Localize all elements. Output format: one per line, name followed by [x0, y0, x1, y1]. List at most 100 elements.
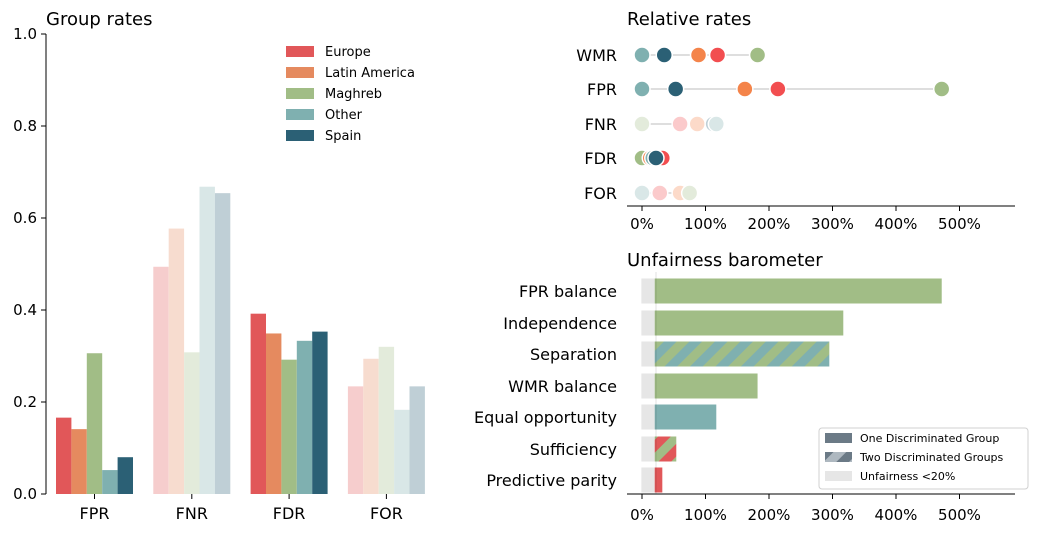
dot-for-maghreb: [680, 184, 699, 202]
barometer-bar-equal-opportunity: [654, 404, 717, 430]
row-label-fpr: FPR: [587, 80, 617, 99]
legend-swatch-latin-america: [286, 67, 314, 78]
x-tick-label: 400%: [875, 215, 918, 233]
dot-wmr-latin-america: [689, 46, 708, 64]
dot-fpr-other: [633, 80, 651, 98]
group-rates-y-axis: 0.0 0.2 0.4 0.6 0.8 1.0: [13, 25, 47, 503]
x-tick-label: 100%: [684, 215, 727, 233]
bar-fnr-europe: [153, 266, 169, 494]
legend-swatch-spain: [286, 130, 314, 141]
barometer-bar-fpr-balance: [654, 278, 942, 304]
dot-fpr-spain: [666, 80, 685, 98]
bar-for-latin-america: [363, 358, 379, 494]
legend-swatch-other: [286, 109, 314, 120]
x-tick-label-for: FOR: [370, 504, 403, 523]
barometer-label-independence: Independence: [503, 314, 617, 333]
barometer-row-separation: Separation: [530, 341, 830, 367]
unfair-threshold-zone: [641, 341, 655, 367]
legend-label-two: Two Discriminated Groups: [859, 451, 1004, 464]
bar-for-europe: [347, 386, 364, 494]
barometer-row-independence: Independence: [503, 310, 844, 336]
relative-rates-x-axis: 0% 100% 200% 300% 400% 500%: [627, 205, 1015, 233]
unfair-threshold-zone: [641, 310, 655, 336]
bar-fdr-latin-america: [266, 333, 282, 494]
bar-fnr-latin-america: [168, 228, 185, 494]
unfair-threshold-zone: [641, 373, 655, 399]
row-label-fnr: FNR: [585, 115, 617, 134]
barometer-bar-independence: [654, 310, 844, 336]
bar-for-other: [394, 409, 410, 494]
group-rates-legend: Europe Latin America Maghreb Other Spain: [286, 45, 415, 144]
dot-fpr-europe: [769, 80, 787, 98]
barometer-label-fpr-balance: FPR balance: [519, 282, 617, 301]
dot-wmr-other: [633, 46, 651, 64]
bar-fnr-other: [199, 186, 215, 494]
legend-label-one: One Discriminated Group: [860, 432, 999, 445]
legend-swatch-two: [825, 452, 852, 462]
row-fpr: FPR: [587, 80, 951, 99]
unfairness-barometer-x-axis: 0% 100% 200% 300% 400% 500%: [627, 493, 1015, 524]
bar-fpr-maghreb: [86, 353, 103, 494]
bar-for-spain: [409, 386, 425, 494]
dot-fnr-europe: [671, 115, 689, 133]
x-tick-label-fnr: FNR: [176, 504, 208, 523]
dot-wmr-maghreb: [748, 46, 767, 64]
x-tick-label: 0%: [630, 506, 654, 524]
unfairness-barometer-title: Unfairness barometer: [627, 250, 823, 271]
group-rates-panel: Group rates 0.0 0.2 0.4 0.6 0.8 1.0 FPR FNR FDR…: [13, 9, 425, 523]
legend-label-maghreb: Maghreb: [325, 87, 382, 102]
barometer-row-wmr-balance: WMR balance: [508, 373, 758, 399]
row-label-fdr: FDR: [584, 149, 617, 168]
bar-fpr-latin-america: [71, 429, 87, 494]
row-label-wmr: WMR: [576, 46, 617, 65]
bar-fdr-other: [296, 340, 313, 494]
barometer-label-predictive-parity: Predictive parity: [486, 471, 617, 490]
x-tick-label: 0%: [630, 215, 654, 233]
legend-swatch-maghreb: [286, 88, 314, 99]
legend-swatch-one: [825, 433, 852, 443]
barometer-bar-wmr-balance: [654, 373, 758, 399]
barometer-row-sufficiency: Sufficiency: [530, 436, 677, 462]
bar-fpr-europe: [56, 417, 72, 494]
legend-frame: [818, 427, 1029, 490]
y-tick-label: 0.4: [13, 301, 37, 319]
legend-label-latin-america: Latin America: [325, 66, 415, 81]
barometer-bar-sufficiency: [654, 436, 677, 462]
x-tick-label: 500%: [938, 215, 981, 233]
y-tick-label: 0.6: [13, 209, 37, 227]
relative-rates-rows: WMR FPR FNR FDR FOR: [576, 46, 951, 203]
bar-fdr-europe: [250, 313, 266, 494]
dot-for-other: [633, 184, 651, 202]
bar-fnr-spain: [214, 193, 231, 494]
dot-wmr-europe: [708, 46, 727, 64]
legend-label-other: Other: [325, 108, 363, 123]
row-fnr: FNR: [585, 115, 726, 134]
unfair-threshold-zone: [641, 436, 655, 462]
x-tick-label: 200%: [748, 506, 791, 524]
barometer-row-equal-opportunity: Equal opportunity: [474, 404, 717, 430]
x-tick-label-fdr: FDR: [273, 504, 306, 523]
unfair-threshold-zone: [641, 467, 655, 493]
x-tick-label: 100%: [684, 506, 727, 524]
dot-fnr-latin-america: [688, 115, 706, 133]
unfairness-barometer-bars: FPR balance Independence Separation WMR bal…: [474, 272, 942, 494]
y-tick-label: 0.2: [13, 393, 37, 411]
bar-fdr-spain: [312, 331, 328, 494]
barometer-label-separation: Separation: [530, 345, 617, 364]
relative-rates-title: Relative rates: [627, 9, 751, 30]
group-rates-bars: [56, 186, 425, 494]
x-tick-label-fpr: FPR: [80, 504, 110, 523]
bar-fnr-maghreb: [184, 352, 200, 494]
x-tick-label: 300%: [811, 506, 854, 524]
x-tick-label: 500%: [938, 506, 981, 524]
x-tick-label: 200%: [748, 215, 791, 233]
dot-fpr-maghreb: [932, 80, 951, 98]
dot-for-europe: [651, 184, 669, 202]
unfairness-barometer-panel: Unfairness barometer FPR balance Independ…: [474, 250, 1029, 524]
unfairness-barometer-legend: One Discriminated Group Two Discriminated…: [818, 427, 1029, 490]
bar-fdr-maghreb: [281, 359, 297, 494]
dot-fnr-maghreb: [633, 115, 651, 133]
dot-fnr-other: [707, 115, 726, 133]
row-label-for: FOR: [584, 184, 617, 203]
